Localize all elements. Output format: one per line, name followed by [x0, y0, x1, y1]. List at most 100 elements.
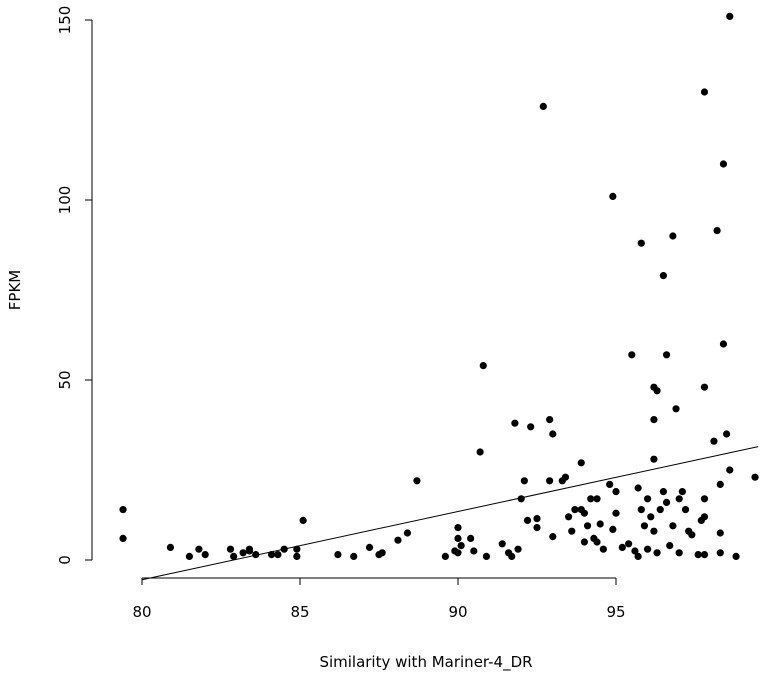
x-axis-ticks: 80 85 90 95 — [132, 578, 626, 621]
data-point — [166, 543, 175, 552]
data-point — [713, 227, 721, 235]
data-point — [716, 529, 724, 537]
data-point — [650, 455, 658, 463]
data-point — [378, 549, 386, 557]
data-point — [656, 506, 664, 514]
data-point — [577, 459, 585, 467]
data-point — [454, 524, 462, 532]
data-point — [675, 549, 683, 557]
data-point — [719, 340, 728, 348]
data-point — [637, 506, 645, 514]
data-point — [710, 437, 718, 445]
x-tick-label: 95 — [606, 603, 625, 621]
data-point — [365, 543, 374, 552]
data-point — [546, 416, 554, 424]
data-point — [470, 547, 478, 555]
data-point — [659, 488, 668, 496]
data-point — [666, 542, 674, 550]
data-point — [350, 552, 358, 561]
data-point — [230, 552, 238, 561]
data-point — [612, 488, 620, 496]
data-point — [583, 522, 592, 530]
data-point — [644, 495, 652, 503]
data-point — [476, 448, 484, 456]
data-point — [498, 540, 506, 548]
data-point — [226, 545, 235, 553]
x-axis-label: Similarity with Mariner-4_DR — [319, 653, 532, 672]
data-point — [609, 192, 617, 200]
data-point — [719, 160, 728, 168]
data-point — [334, 551, 342, 559]
data-point — [672, 405, 680, 413]
data-point — [403, 529, 412, 537]
data-point — [539, 102, 547, 110]
data-point — [688, 531, 696, 539]
data-point — [571, 506, 579, 514]
data-point — [561, 473, 570, 481]
data-point — [659, 272, 668, 280]
data-point — [700, 513, 709, 521]
data-point — [293, 545, 301, 553]
data-point — [647, 513, 655, 521]
data-point — [593, 538, 601, 546]
data-point — [517, 495, 525, 503]
data-point — [580, 509, 589, 517]
data-point — [650, 527, 658, 535]
data-point — [634, 552, 642, 561]
data-point — [678, 488, 686, 496]
data-point — [700, 495, 709, 503]
y-tick-label: 100 — [56, 186, 74, 215]
data-point — [299, 516, 307, 525]
data-point — [245, 547, 254, 555]
data-point — [549, 430, 557, 438]
data-point — [568, 527, 576, 535]
x-tick-label: 85 — [290, 603, 309, 621]
data-point — [508, 552, 516, 561]
data-point — [467, 534, 475, 543]
y-tick-label: 150 — [56, 6, 74, 35]
data-point — [612, 509, 620, 517]
data-point — [669, 232, 677, 240]
data-point — [609, 525, 617, 534]
data-point — [700, 551, 709, 559]
x-tick-label: 80 — [132, 603, 151, 621]
data-point — [593, 495, 601, 503]
data-point — [723, 430, 731, 438]
data-point — [533, 515, 541, 523]
data-point — [751, 473, 759, 481]
data-point — [441, 552, 449, 561]
data-points — [119, 12, 759, 561]
data-point — [520, 477, 528, 485]
data-point — [625, 540, 633, 548]
data-point — [606, 480, 614, 488]
data-point — [252, 551, 260, 559]
data-point — [239, 549, 247, 557]
data-point — [479, 362, 487, 370]
data-point — [511, 419, 519, 427]
data-point — [700, 88, 709, 96]
data-point — [514, 545, 522, 553]
data-point — [675, 495, 683, 503]
data-point — [482, 552, 491, 561]
data-point — [527, 423, 535, 431]
data-point — [274, 551, 282, 559]
data-point — [195, 545, 203, 553]
data-point — [618, 543, 626, 552]
data-point — [681, 506, 690, 514]
data-point — [413, 477, 421, 485]
data-point — [119, 534, 127, 543]
data-point — [732, 552, 740, 561]
data-point — [650, 416, 658, 424]
data-point — [523, 516, 532, 525]
data-point — [457, 542, 465, 550]
data-point — [293, 552, 301, 561]
data-point — [669, 522, 677, 530]
data-point — [634, 484, 642, 492]
data-point — [716, 480, 724, 488]
data-point — [653, 387, 661, 395]
data-point — [628, 351, 636, 359]
data-point — [185, 552, 193, 561]
y-tick-label: 0 — [56, 555, 74, 565]
y-tick-label: 50 — [56, 370, 74, 389]
